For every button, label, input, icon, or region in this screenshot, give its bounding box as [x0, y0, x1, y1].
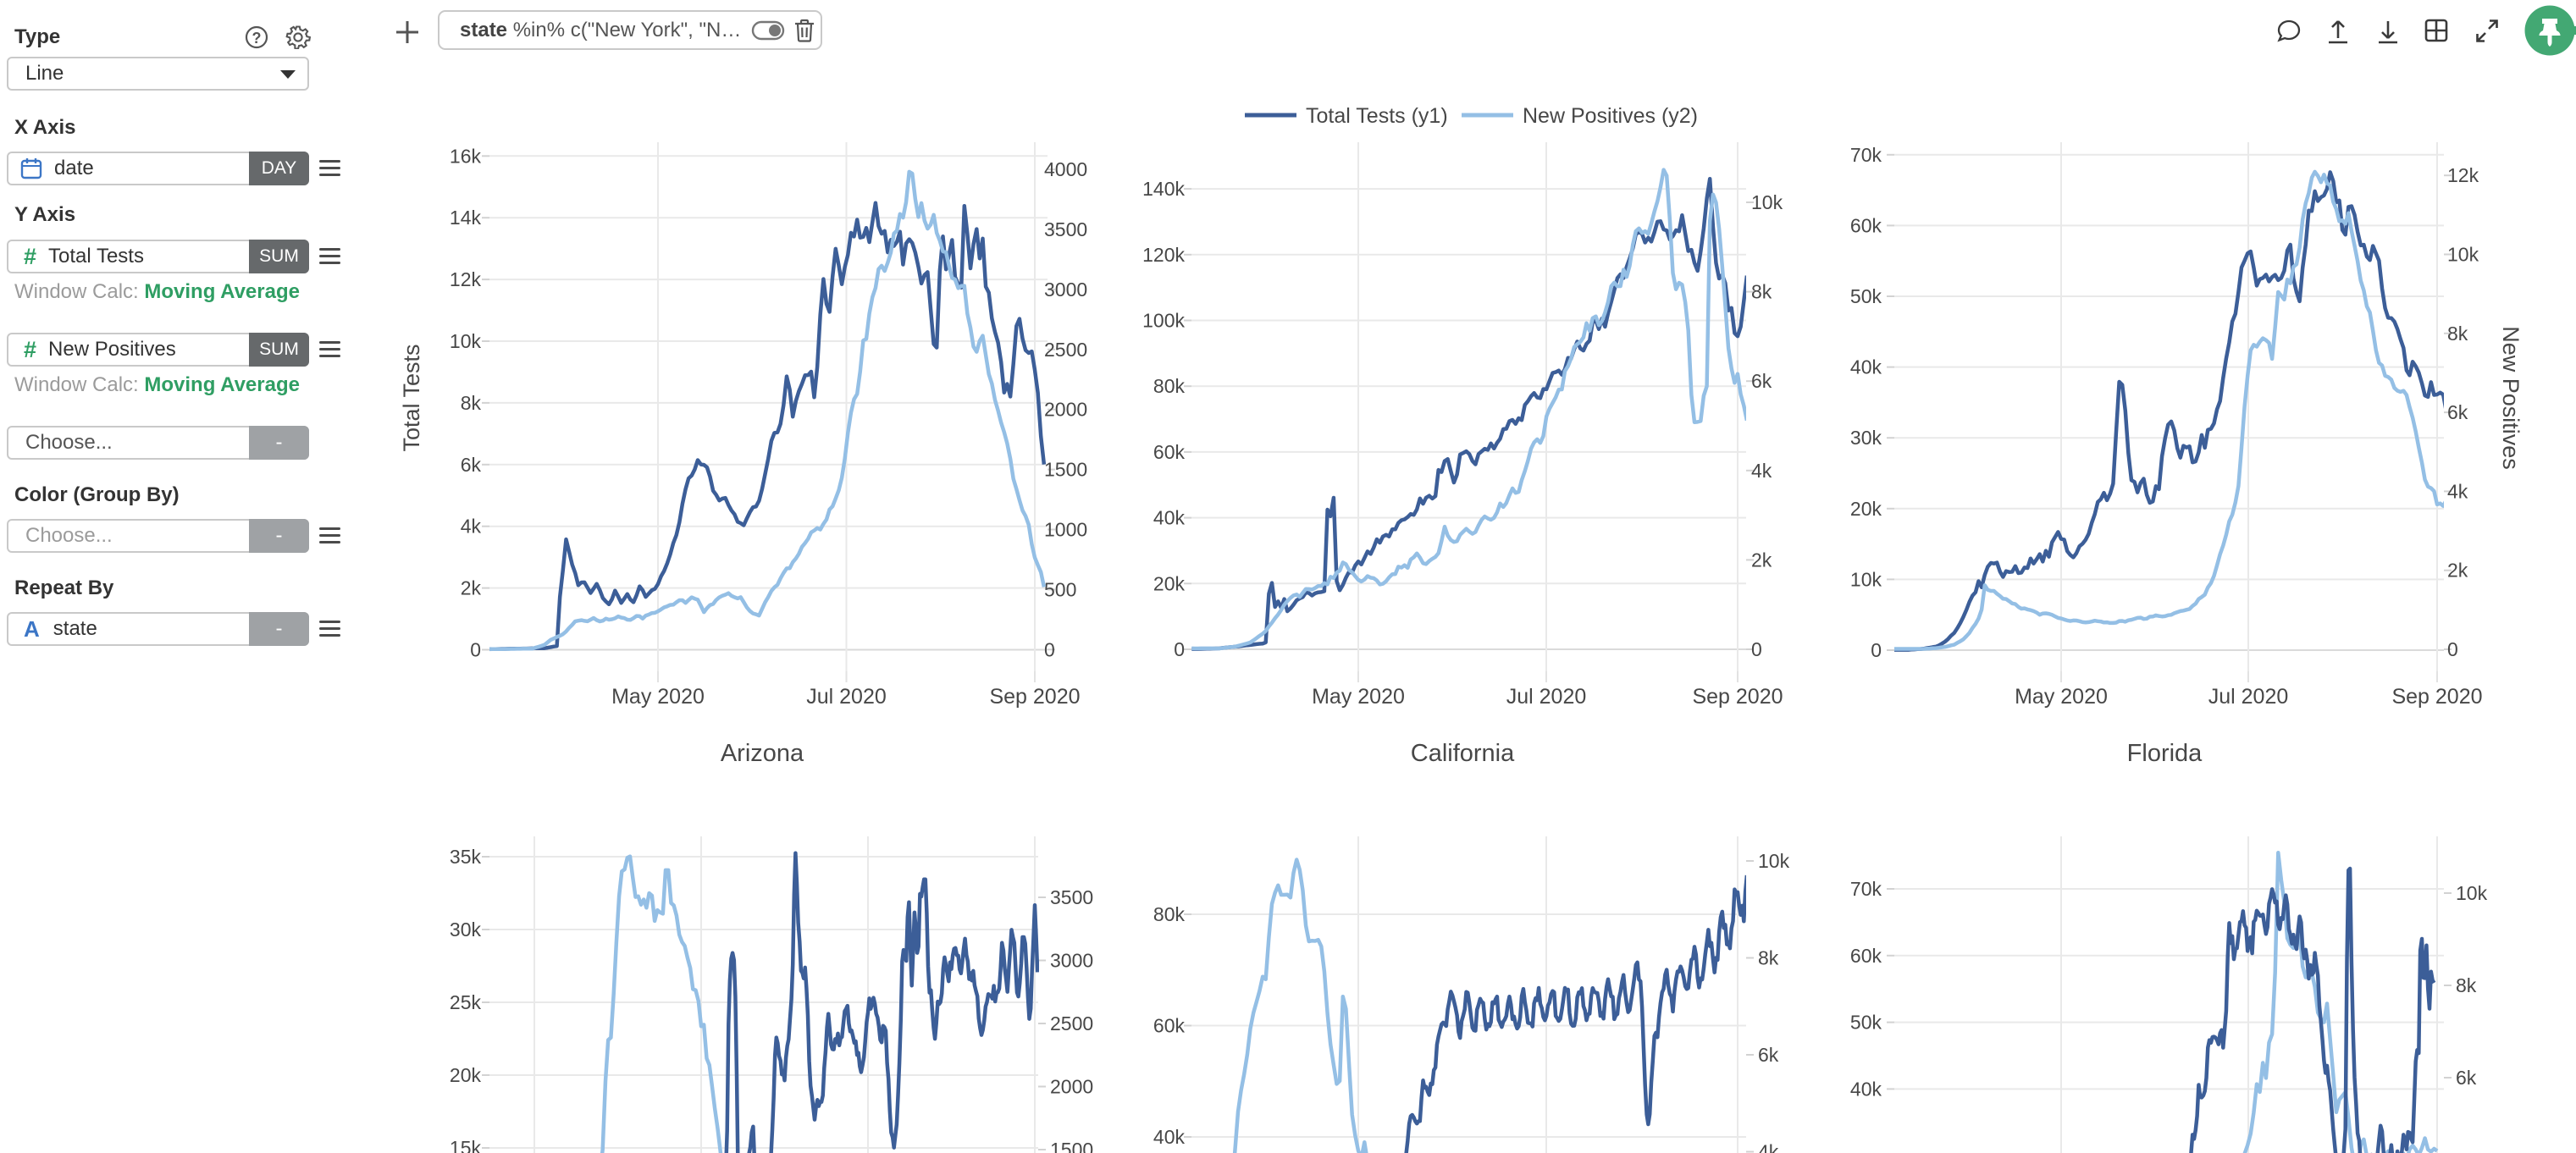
svg-text:10k: 10k [1850, 568, 1882, 590]
svg-text:20k: 20k [450, 1064, 482, 1086]
svg-text:6k: 6k [2456, 1067, 2477, 1089]
svg-text:4k: 4k [1751, 460, 1772, 482]
svg-text:40k: 40k [1850, 356, 1882, 378]
svg-text:New Positives: New Positives [2498, 326, 2523, 470]
svg-text:May 2020: May 2020 [2015, 685, 2108, 709]
svg-text:California: California [1411, 740, 1515, 767]
svg-text:2500: 2500 [1044, 339, 1087, 361]
svg-text:6k: 6k [1758, 1044, 1779, 1066]
svg-text:0: 0 [1871, 639, 1882, 661]
svg-text:8k: 8k [2447, 323, 2468, 345]
svg-text:12k: 12k [450, 268, 482, 290]
svg-text:May 2020: May 2020 [1312, 685, 1405, 709]
svg-text:3500: 3500 [1050, 886, 1093, 908]
svg-text:3500: 3500 [1044, 218, 1087, 240]
svg-text:Sep 2020: Sep 2020 [2391, 685, 2482, 709]
svg-text:Sep 2020: Sep 2020 [1692, 685, 1783, 709]
svg-text:Jul 2020: Jul 2020 [806, 685, 887, 709]
svg-text:Jul 2020: Jul 2020 [2208, 685, 2289, 709]
svg-text:35k: 35k [450, 846, 482, 868]
svg-text:Sep 2020: Sep 2020 [989, 685, 1080, 709]
svg-text:6k: 6k [461, 454, 482, 476]
svg-text:25k: 25k [450, 991, 482, 1013]
svg-text:2k: 2k [461, 577, 482, 599]
svg-text:60k: 60k [1850, 214, 1882, 236]
svg-text:30k: 30k [450, 919, 482, 941]
svg-text:140k: 140k [1142, 178, 1185, 200]
svg-text:30k: 30k [1850, 427, 1882, 449]
svg-text:40k: 40k [1153, 1126, 1186, 1148]
svg-text:10k: 10k [2456, 882, 2488, 904]
svg-text:Arizona: Arizona [721, 740, 804, 767]
svg-text:10k: 10k [2447, 244, 2479, 266]
svg-text:May 2020: May 2020 [611, 685, 705, 709]
svg-text:80k: 80k [1153, 903, 1186, 925]
svg-text:0: 0 [1751, 638, 1762, 660]
svg-text:8k: 8k [1751, 281, 1772, 303]
svg-text:60k: 60k [1153, 1015, 1186, 1037]
svg-text:15k: 15k [450, 1137, 482, 1153]
svg-text:0: 0 [1174, 638, 1185, 660]
svg-text:Florida: Florida [2127, 740, 2203, 767]
svg-text:70k: 70k [1850, 878, 1882, 900]
svg-text:80k: 80k [1153, 375, 1186, 397]
svg-text:4k: 4k [461, 516, 482, 538]
svg-text:Total Tests (y1): Total Tests (y1) [1306, 104, 1448, 128]
svg-text:40k: 40k [1153, 507, 1186, 529]
svg-text:40k: 40k [1850, 1078, 1882, 1100]
svg-text:3000: 3000 [1050, 950, 1093, 972]
svg-text:6k: 6k [1751, 370, 1772, 392]
svg-text:8k: 8k [2456, 974, 2477, 996]
svg-text:12k: 12k [2447, 164, 2479, 186]
svg-text:0: 0 [2447, 638, 2458, 660]
svg-text:8k: 8k [461, 392, 482, 414]
svg-text:500: 500 [1044, 578, 1076, 600]
svg-text:50k: 50k [1850, 1012, 1882, 1034]
svg-text:4000: 4000 [1044, 158, 1087, 180]
svg-text:1500: 1500 [1044, 459, 1087, 481]
svg-text:4k: 4k [1758, 1141, 1779, 1153]
svg-text:2000: 2000 [1050, 1076, 1093, 1098]
svg-text:1500: 1500 [1050, 1139, 1093, 1153]
svg-text:120k: 120k [1142, 244, 1185, 266]
svg-text:10k: 10k [450, 330, 482, 352]
svg-text:Jul 2020: Jul 2020 [1506, 685, 1587, 709]
svg-text:1000: 1000 [1044, 519, 1087, 541]
svg-text:70k: 70k [1850, 144, 1882, 166]
svg-text:60k: 60k [1850, 945, 1882, 967]
svg-text:2k: 2k [1751, 549, 1772, 571]
svg-text:50k: 50k [1850, 285, 1882, 307]
svg-text:6k: 6k [2447, 401, 2468, 423]
svg-text:0: 0 [1044, 638, 1055, 660]
svg-text:0: 0 [470, 639, 481, 661]
svg-text:Total Tests: Total Tests [399, 344, 424, 451]
svg-text:60k: 60k [1153, 441, 1186, 463]
svg-text:16k: 16k [450, 145, 482, 167]
svg-text:100k: 100k [1142, 310, 1185, 332]
svg-text:New Positives (y2): New Positives (y2) [1523, 104, 1698, 128]
svg-text:2k: 2k [2447, 560, 2468, 582]
svg-text:2500: 2500 [1050, 1012, 1093, 1034]
svg-text:10k: 10k [1751, 191, 1783, 213]
svg-text:8k: 8k [1758, 947, 1779, 969]
svg-text:14k: 14k [450, 207, 482, 229]
svg-text:10k: 10k [1758, 850, 1790, 872]
svg-text:20k: 20k [1153, 572, 1186, 594]
svg-text:?: ? [252, 30, 262, 47]
svg-text:3000: 3000 [1044, 279, 1087, 301]
svg-text:4k: 4k [2447, 480, 2468, 502]
svg-text:2000: 2000 [1044, 399, 1087, 421]
svg-text:20k: 20k [1850, 498, 1882, 520]
